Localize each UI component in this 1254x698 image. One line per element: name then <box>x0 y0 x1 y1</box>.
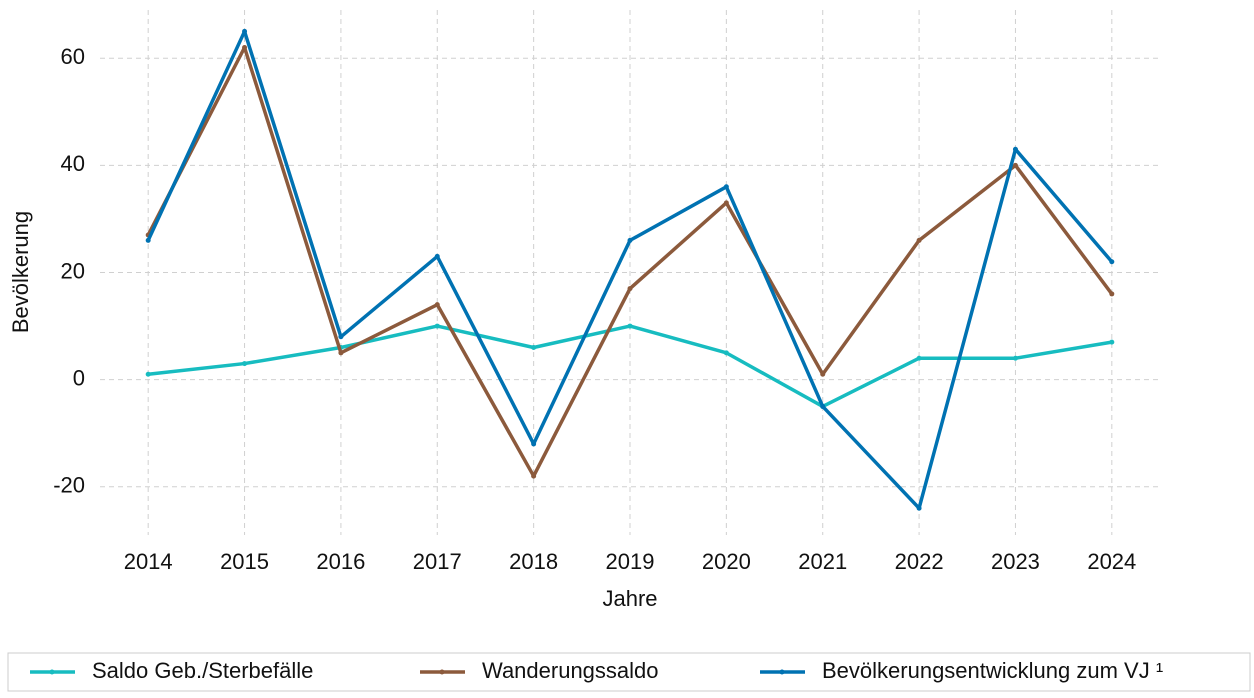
point <box>820 371 826 377</box>
point <box>627 237 633 243</box>
point <box>338 334 344 340</box>
x-tick-label: 2019 <box>606 549 655 574</box>
point <box>338 350 344 356</box>
y-tick-label: 0 <box>73 365 85 390</box>
point <box>242 361 248 367</box>
legend-swatch-dot <box>49 669 55 675</box>
point <box>531 345 537 350</box>
legend-label: Saldo Geb./Sterbefälle <box>92 658 313 683</box>
point <box>1012 146 1018 152</box>
point <box>916 355 922 361</box>
x-tick-label: 2018 <box>509 549 558 574</box>
x-tick-label: 2024 <box>1087 549 1136 574</box>
legend-swatch-dot <box>439 669 445 675</box>
point <box>145 237 151 243</box>
y-tick-label: -20 <box>53 473 85 498</box>
point <box>916 237 922 243</box>
y-tick-label: 40 <box>61 151 85 176</box>
legend-swatch-dot <box>779 669 785 675</box>
point <box>531 473 537 479</box>
x-tick-label: 2021 <box>798 549 847 574</box>
point <box>145 371 151 377</box>
x-tick-label: 2014 <box>124 549 173 574</box>
legend-box <box>7 652 1251 692</box>
x-tick-label: 2016 <box>316 549 365 574</box>
y-tick-label: 60 <box>61 44 85 69</box>
point <box>723 350 729 356</box>
point <box>723 184 729 190</box>
x-tick-label: 2017 <box>413 549 462 574</box>
point <box>916 505 922 511</box>
legend-label: Bevölkerungsentwicklung zum VJ ¹ <box>822 658 1163 683</box>
point <box>1012 355 1018 361</box>
x-tick-label: 2020 <box>702 549 751 574</box>
point <box>723 200 729 206</box>
point <box>627 323 633 329</box>
point <box>1109 259 1115 265</box>
y-tick-label: 20 <box>61 258 85 283</box>
point <box>242 28 248 34</box>
point <box>242 45 248 50</box>
point <box>434 302 440 308</box>
point <box>434 253 440 259</box>
point <box>531 441 537 447</box>
point <box>1109 291 1115 297</box>
x-axis-label: Jahre <box>602 586 657 611</box>
x-tick-label: 2022 <box>895 549 944 574</box>
y-axis-label: Bevölkerung <box>8 211 33 333</box>
x-tick-label: 2023 <box>991 549 1040 574</box>
point <box>1109 339 1115 345</box>
point <box>627 286 633 292</box>
point <box>434 323 440 329</box>
legend-label: Wanderungssaldo <box>482 658 659 683</box>
point <box>1012 162 1018 168</box>
x-tick-label: 2015 <box>220 549 269 574</box>
point <box>820 403 826 409</box>
